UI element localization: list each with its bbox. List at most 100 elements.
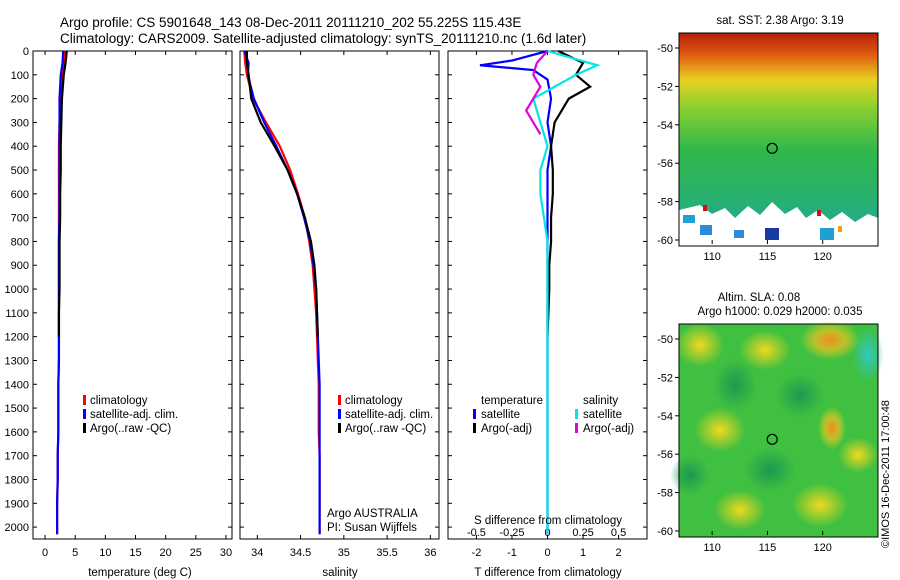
- credit-pi: PI: Susan Wijffels: [327, 522, 417, 534]
- x-tick-label: 5: [72, 547, 78, 559]
- map-y-tick-label: -56: [657, 449, 673, 461]
- argo-float-marker: [766, 142, 778, 154]
- sst-pixel-cluster: [700, 225, 712, 235]
- header-line2: Climatology: CARS2009. Satellite-adjuste…: [60, 31, 586, 46]
- depth-tick-label: 100: [11, 70, 29, 82]
- sla-blob: [792, 483, 848, 527]
- x-tick-label: 30: [220, 547, 232, 559]
- sst-map-ticks: 110 115 120 -50 -52 -54 -56 -58 -60: [657, 43, 832, 263]
- legend-swatch-satellite: [83, 409, 86, 419]
- x-tick-label: 0: [544, 547, 550, 559]
- depth-tick-label: 1300: [5, 355, 29, 367]
- x-tick-label: 0: [42, 547, 48, 559]
- x-tick-label: 34: [251, 547, 263, 559]
- legend-satellite: satellite-adj. clim.: [90, 409, 178, 421]
- sla-blob: [800, 320, 860, 360]
- map-x-tick-label: 120: [814, 251, 832, 263]
- map-x-tick-label: 115: [759, 542, 777, 554]
- depth-tick-label: 700: [11, 213, 29, 225]
- x-tick-label: 20: [160, 547, 172, 559]
- legend-s-argo: Argo(-adj): [583, 423, 634, 435]
- legend-swatch-argo: [83, 423, 86, 433]
- map-y-tick-label: -60: [657, 526, 673, 538]
- legend-swatch-t-satellite: [473, 409, 476, 419]
- s-difference-axis-label: S difference from climatology: [474, 515, 622, 527]
- x-tick-label: -2: [472, 547, 482, 559]
- sla-blob: [694, 408, 746, 452]
- profile-line-1-1: [243, 50, 321, 535]
- legend-argo: Argo(..raw -QC): [90, 423, 171, 435]
- temperature-panel-frame: [32, 50, 233, 540]
- map-y-tick-label: -50: [657, 43, 673, 55]
- map-y-tick-label: -52: [657, 81, 673, 93]
- s-diff-tick-label: -0.25: [499, 527, 524, 539]
- depth-tick-label: 1100: [5, 308, 29, 320]
- sla-blob: [714, 490, 766, 530]
- sst-pixel-cluster: [734, 230, 744, 238]
- depth-tick-label: 1700: [5, 451, 29, 463]
- depth-tick-label: 1800: [5, 474, 29, 486]
- depth-tick-label: 300: [11, 117, 29, 129]
- profile-lines-layer: [56, 49, 601, 535]
- salinity-panel-frame: [239, 50, 440, 540]
- map-y-tick-label: -54: [657, 120, 673, 132]
- legend-swatch-climatology: [83, 395, 86, 405]
- tick-layer: 0100200300400500600700800900100011001200…: [5, 46, 647, 559]
- map-y-tick-label: -54: [657, 411, 673, 423]
- difference-legend: temperature salinity satellite Argo(-adj…: [473, 395, 634, 435]
- sla-map-title: Altim. SLA: 0.08: [718, 292, 800, 304]
- temperature-legend: climatology satellite-adj. clim. Argo(..…: [83, 395, 178, 435]
- profile-line-2-3: [524, 50, 549, 135]
- legend-satellite: satellite-adj. clim.: [345, 409, 433, 421]
- legend-swatch-climatology: [338, 395, 341, 405]
- map-y-tick-label: -60: [657, 235, 673, 247]
- depth-tick-label: 200: [11, 94, 29, 106]
- profile-line-1-0: [243, 50, 321, 535]
- s-diff-tick-label: -0.5: [467, 527, 486, 539]
- sla-blob: [713, 359, 757, 411]
- sla-map-frame: [678, 323, 879, 538]
- x-tick-label: 15: [129, 547, 141, 559]
- depth-tick-label: 1600: [5, 427, 29, 439]
- imos-watermark: ©IMOS 16-Dec-2011 17:00:48: [880, 400, 892, 548]
- legend-swatch-satellite: [338, 409, 341, 419]
- legend-swatch-s-satellite: [575, 409, 578, 419]
- x-tick-label: 34.5: [290, 547, 311, 559]
- map-x-tick-label: 120: [814, 542, 832, 554]
- sla-map-ticks: 110 115 120 -50 -52 -54 -56 -58 -60: [657, 334, 832, 554]
- legend-climatology: climatology: [345, 395, 403, 407]
- s-diff-tick-label: 0.5: [611, 527, 626, 539]
- legend-climatology: climatology: [90, 395, 148, 407]
- sla-blob: [852, 327, 884, 383]
- x-tick-label: 2: [616, 547, 622, 559]
- sla-blob: [744, 448, 796, 492]
- map-y-tick-label: -52: [657, 372, 673, 384]
- depth-tick-label: 0: [23, 46, 29, 58]
- depth-tick-label: 500: [11, 165, 29, 177]
- map-x-tick-label: 110: [703, 251, 721, 263]
- profile-line-2-1: [546, 50, 593, 337]
- depth-tick-label: 1200: [5, 332, 29, 344]
- sst-pixel-hot: [703, 205, 707, 211]
- legend-salinity-header: salinity: [583, 395, 618, 407]
- x-tick-label: 36: [424, 547, 436, 559]
- sst-pixel-hot: [817, 210, 821, 216]
- map-x-tick-label: 115: [759, 251, 777, 263]
- x-tick-label: -1: [507, 547, 517, 559]
- sla-map: [670, 320, 884, 538]
- map-x-tick-label: 110: [703, 542, 721, 554]
- depth-tick-label: 1400: [5, 379, 29, 391]
- map-y-tick-label: -56: [657, 158, 673, 170]
- s-diff-tick-label: 0.25: [572, 527, 593, 539]
- legend-argo: Argo(..raw -QC): [345, 423, 426, 435]
- legend-t-argo: Argo(-adj): [481, 423, 532, 435]
- sst-map-frame: [678, 32, 879, 247]
- sla-map-subtitle: Argo h1000: 0.029 h2000: 0.035: [698, 306, 863, 318]
- legend-temperature-header: temperature: [481, 395, 543, 407]
- legend-swatch-argo: [338, 423, 341, 433]
- salinity-axis-label: salinity: [322, 567, 357, 579]
- map-y-tick-label: -58: [657, 197, 673, 209]
- credit-institution: Argo AUSTRALIA: [327, 508, 418, 520]
- legend-swatch-s-argo: [575, 423, 578, 433]
